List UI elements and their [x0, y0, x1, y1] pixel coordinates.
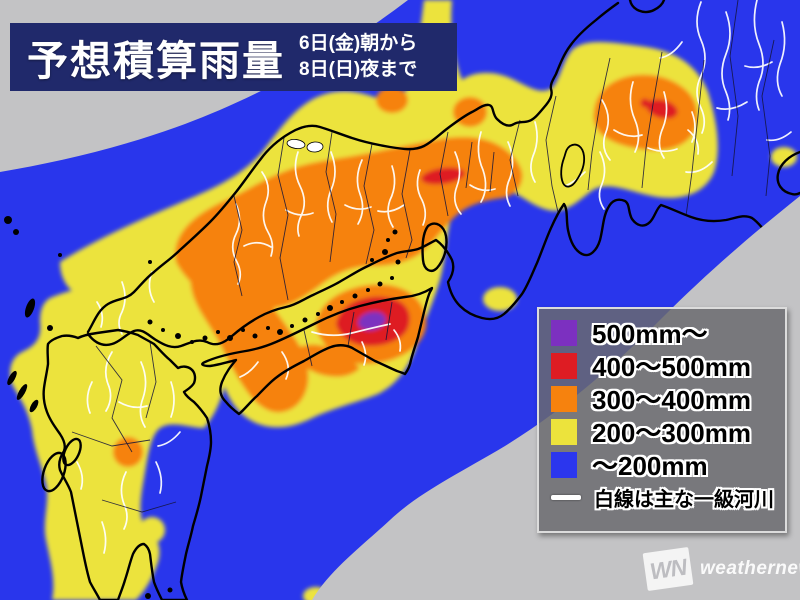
period-line-1: 6日(金)朝から	[299, 33, 418, 55]
legend-label: 〜200mm	[592, 451, 708, 481]
legend-swatch-red	[551, 352, 577, 379]
prefecture-borders	[71, 0, 775, 513]
rain-500-plus	[358, 311, 386, 331]
weathernews-wordmark: weathernews	[700, 558, 800, 579]
lakes	[286, 138, 324, 153]
legend-row-500plus: 500mm〜	[551, 316, 785, 349]
islands	[4, 216, 401, 599]
legend-label: 200〜300mm	[592, 418, 751, 448]
legend-row-200-300: 200〜300mm	[551, 415, 785, 448]
wn-monogram-icon: WN	[642, 546, 694, 592]
wn-monogram-text: WN	[648, 553, 688, 584]
legend-row-300-400: 300〜400mm	[551, 382, 785, 415]
legend-label: 400〜500mm	[592, 352, 751, 382]
period-line-2: 8日(日)夜まで	[299, 59, 418, 80]
page-title: 予想積算雨量	[27, 38, 285, 84]
legend-swatch-orange	[551, 385, 577, 412]
title-banner: 予想積算雨量 6日(金)朝から 8日(日)夜まで	[10, 23, 457, 91]
rivers	[76, 0, 792, 554]
weathernews-logo: WN weathernews	[642, 546, 800, 592]
river-line-icon	[551, 495, 581, 500]
legend-label: 300〜400mm	[592, 385, 751, 415]
legend-swatch-blue	[551, 451, 577, 478]
legend-swatch-yellow	[551, 418, 577, 445]
legend-row-under200: 〜200mm	[551, 448, 785, 481]
river-note-label: 白線は主な一級河川	[594, 489, 774, 511]
forecast-period: 6日(金)朝から 8日(日)夜まで	[299, 31, 417, 82]
legend-row-400-500: 400〜500mm	[551, 349, 785, 382]
legend-label: 500mm〜	[592, 319, 708, 349]
legend-swatch-purple	[551, 319, 577, 346]
legend-row-river-note: 白線は主な一級河川	[551, 481, 785, 514]
rainfall-legend: 500mm〜 400〜500mm 300〜400mm 200〜300mm 〜20…	[537, 307, 787, 533]
